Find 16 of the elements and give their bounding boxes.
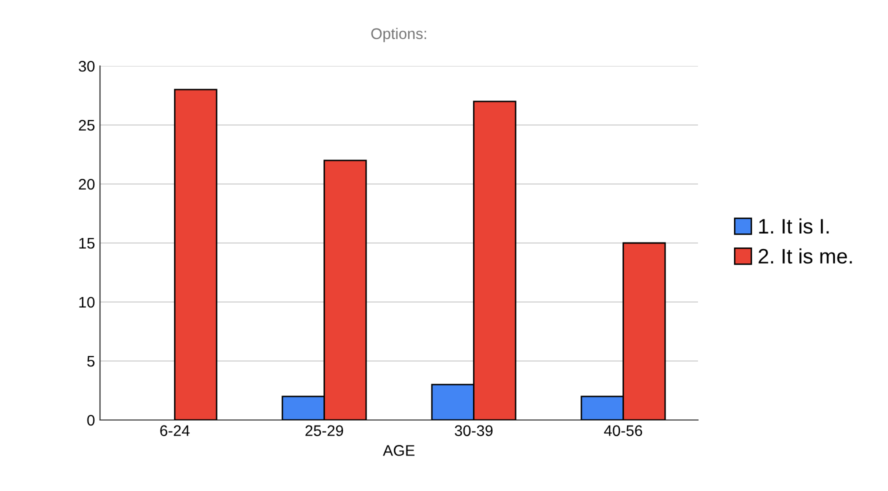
y-tick-label: 25 (78, 120, 94, 131)
y-tick-label: 15 (79, 238, 94, 249)
x-axis-title: AGE (382, 445, 414, 456)
y-tick-label: 0 (87, 414, 95, 426)
y-tick-label: 30 (78, 60, 95, 72)
x-tick-label: 6-24 (160, 425, 190, 436)
legend-label: 2. It is me. (758, 248, 852, 264)
x-tick-label: 30-39 (454, 425, 493, 436)
x-tick-label: 25-29 (305, 425, 344, 436)
legend-label: 1. It is I. (759, 218, 829, 234)
chart-title: Options: (371, 28, 426, 42)
bar (174, 88, 218, 420)
y-tick-label: 20 (78, 178, 95, 190)
y-tick-label: 5 (87, 356, 94, 367)
x-tick-label: 40-56 (604, 425, 642, 436)
y-tick-label: 10 (79, 296, 95, 308)
